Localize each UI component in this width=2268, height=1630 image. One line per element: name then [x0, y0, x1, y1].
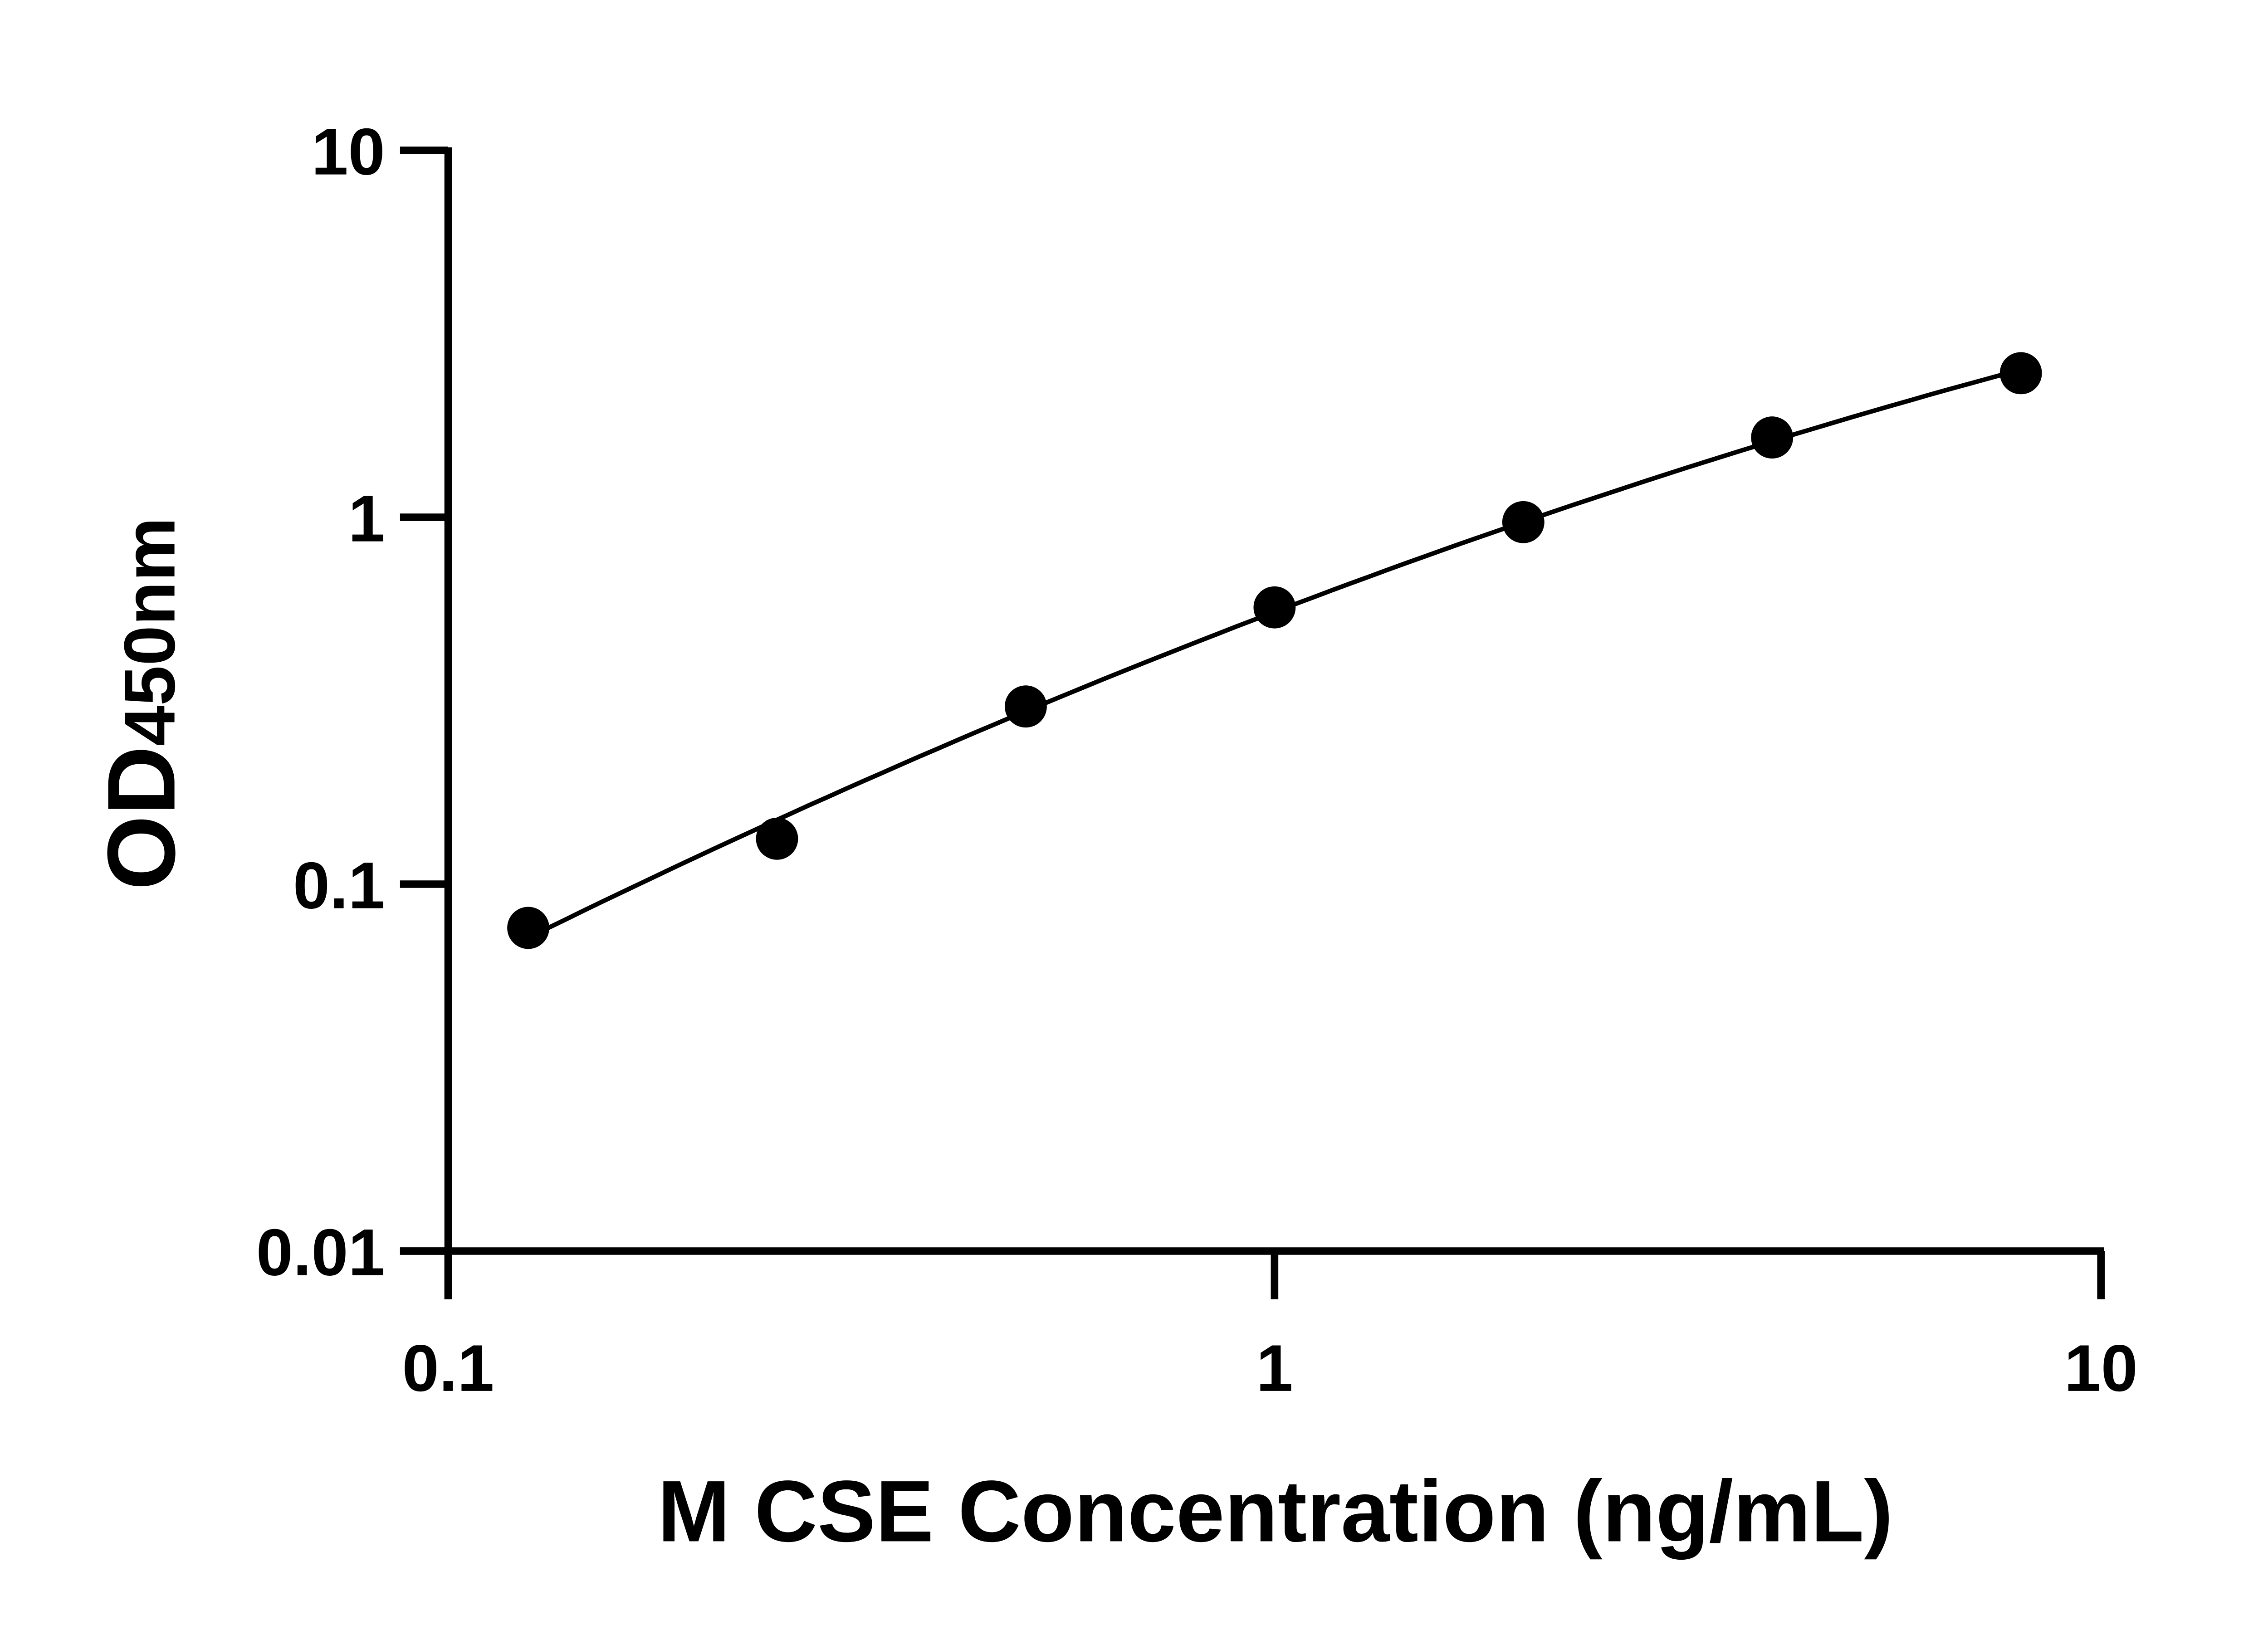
x-tick-label: 0.1 — [402, 1331, 494, 1405]
y-tick-label: 0.1 — [293, 849, 385, 922]
x-axis-label: M CSE Concentration (ng/mL) — [658, 1462, 1893, 1560]
y-tick-label: 1 — [348, 482, 385, 556]
x-tick-label: 10 — [2064, 1331, 2138, 1405]
data-point — [1502, 501, 1545, 543]
y-axis-label-main: OD — [88, 746, 195, 890]
data-point — [1751, 416, 1794, 459]
data-point — [756, 817, 798, 860]
y-tick-label: 0.01 — [256, 1215, 385, 1289]
data-point — [1005, 685, 1047, 728]
data-point — [1253, 586, 1296, 629]
y-tick-label: 10 — [311, 115, 385, 189]
data-point — [1999, 352, 2042, 395]
y-axis-label: OD450nm — [88, 517, 195, 890]
axes — [400, 147, 2104, 1299]
data-point — [507, 907, 549, 949]
fit-curve — [527, 367, 2022, 940]
y-axis-label-sub: 450nm — [109, 517, 190, 746]
x-tick-label: 1 — [1256, 1331, 1293, 1405]
